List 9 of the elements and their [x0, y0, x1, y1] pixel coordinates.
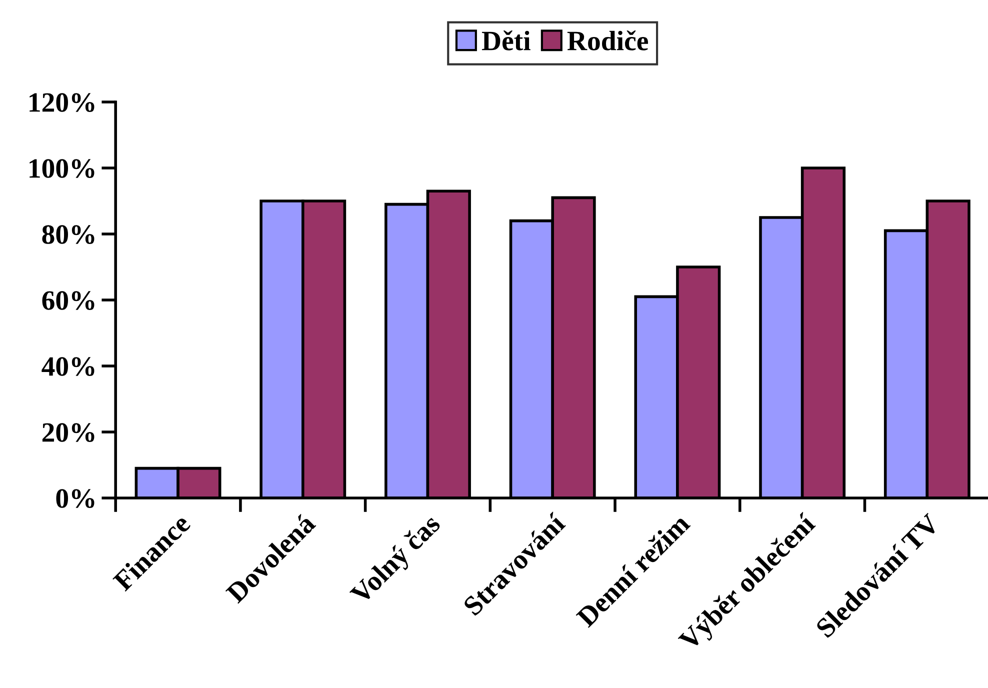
y-tick-label: 80%: [42, 225, 94, 244]
y-tick-label: 60%: [42, 291, 94, 310]
y-tick-label: 20%: [42, 423, 94, 442]
y-tick-label: 0%: [56, 489, 94, 508]
y-tick-label: 40%: [42, 357, 94, 376]
y-tick-label: 100%: [30, 159, 94, 178]
legend-label: Děti: [482, 30, 530, 50]
legend-label: Rodiče: [567, 30, 648, 50]
y-tick-label: 120%: [30, 93, 94, 112]
